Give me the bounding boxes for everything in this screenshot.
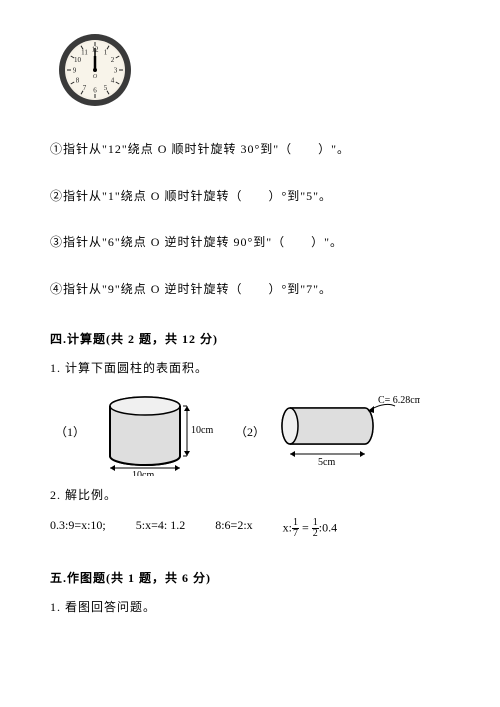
- fig2-c-label: C= 6.28cm: [378, 395, 420, 406]
- eq1: 0.3:9=x:10;: [50, 518, 106, 539]
- question-1: ①指针从"12"绕点 O 顺时针旋转 30°到"（ ）"。: [50, 139, 450, 161]
- eq2: 5:x=4: 1.2: [136, 518, 185, 539]
- svg-text:2: 2: [111, 56, 115, 64]
- eq4-f2: 12: [312, 518, 319, 539]
- clock-figure: 12 1 2 3 4 5 6 7 8 9 10 11 O: [55, 30, 450, 114]
- clock-center-dot: [93, 68, 97, 72]
- svg-text:11: 11: [81, 49, 88, 57]
- cylinder-2: C= 6.28cm 5cm: [270, 391, 420, 471]
- clock-center-label: O: [93, 74, 98, 80]
- svg-text:10: 10: [74, 56, 82, 64]
- sec4-q1: 1. 计算下面圆柱的表面积。: [50, 359, 450, 376]
- eq4: x:17 = 12:0.4: [283, 518, 337, 539]
- svg-text:6: 6: [93, 87, 97, 95]
- svg-text:4: 4: [111, 77, 115, 85]
- fig1-h-label: 10cm: [191, 425, 213, 436]
- eq4-f1: 17: [292, 518, 299, 539]
- fig1-d-label: 10cm: [132, 470, 154, 476]
- svg-text:1: 1: [104, 49, 108, 57]
- fig2-len-label: 5cm: [318, 457, 335, 468]
- eq4-mid: =: [299, 521, 312, 535]
- section-5-title: 五.作图题(共 1 题，共 6 分): [50, 569, 450, 586]
- question-4: ④指针从"9"绕点 O 逆时针旋转（ ）°到"7"。: [50, 279, 450, 301]
- clock-svg: 12 1 2 3 4 5 6 7 8 9 10 11 O: [55, 30, 135, 110]
- equations-row: 0.3:9=x:10; 5:x=4: 1.2 8:6=2:x x:17 = 12…: [50, 518, 450, 539]
- section-4-title: 四.计算题(共 2 题，共 12 分): [50, 330, 450, 347]
- sec5-q1: 1. 看图回答问题。: [50, 598, 450, 615]
- fig2-label: （2）: [235, 423, 265, 440]
- eq4-before: x:: [283, 521, 292, 535]
- svg-text:7: 7: [83, 84, 87, 92]
- cylinder-1: 10cm 10cm: [90, 386, 220, 476]
- svg-text:9: 9: [73, 67, 77, 75]
- svg-text:3: 3: [114, 67, 118, 75]
- cylinder-figures: （1） 10cm 10cm （2）: [50, 386, 450, 476]
- sec4-q2: 2. 解比例。: [50, 486, 450, 503]
- eq3: 8:6=2:x: [215, 518, 252, 539]
- eq4-after: :0.4: [319, 521, 337, 535]
- svg-text:8: 8: [76, 77, 80, 85]
- question-2: ②指针从"1"绕点 O 顺时针旋转（ ）°到"5"。: [50, 186, 450, 208]
- svg-text:5: 5: [104, 84, 108, 92]
- question-3: ③指针从"6"绕点 O 逆时针旋转 90°到"（ ）"。: [50, 232, 450, 254]
- fig1-label: （1）: [55, 423, 85, 440]
